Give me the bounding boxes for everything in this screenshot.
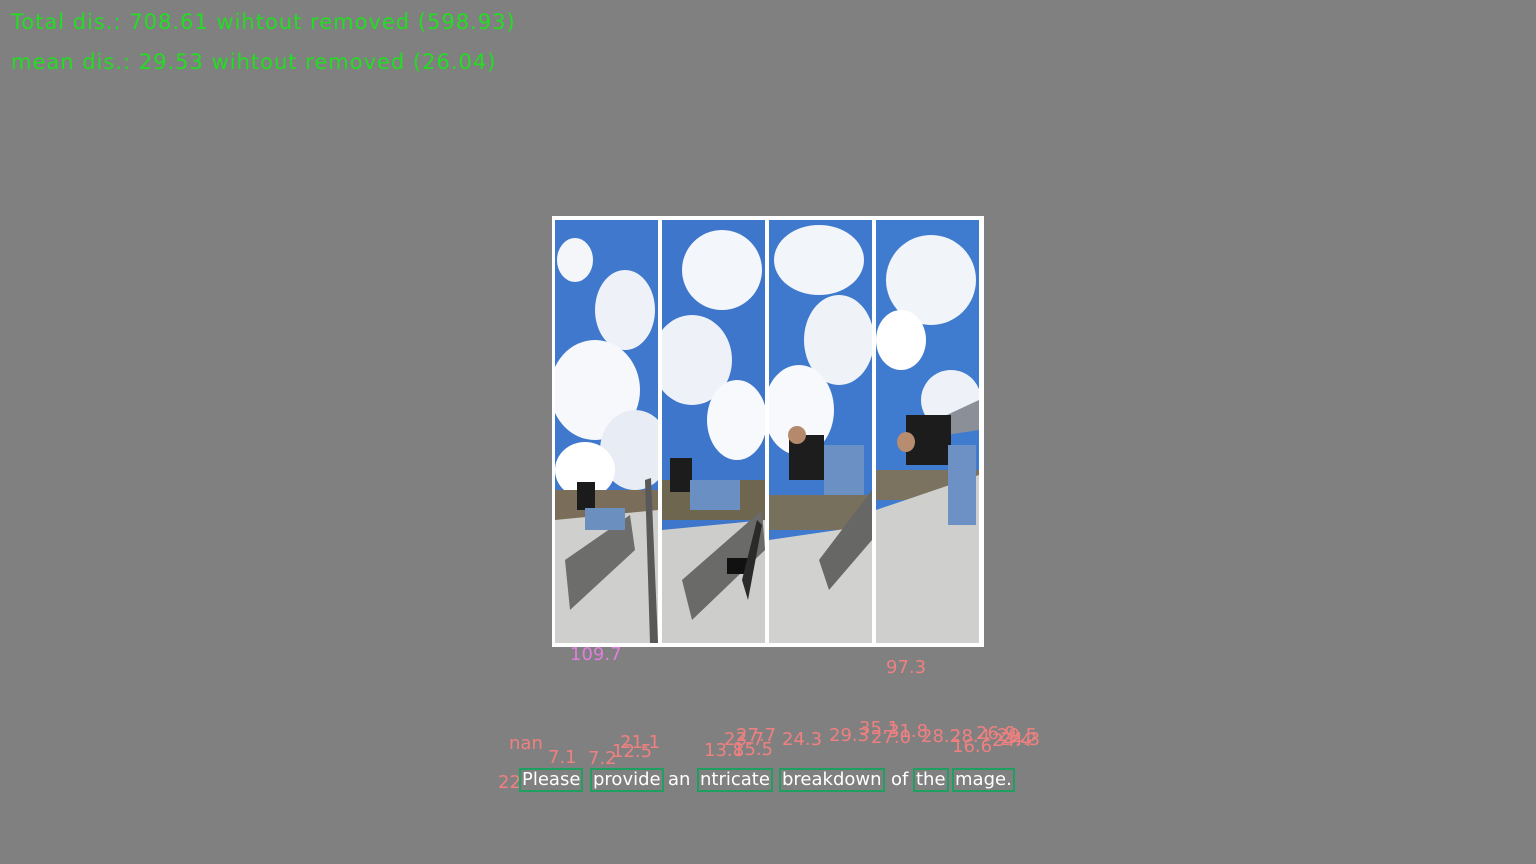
token-score: 29.5 — [997, 725, 1038, 746]
caption-word: mage. — [952, 768, 1015, 792]
photo-panel-3 — [769, 220, 872, 643]
photo-panel-4 — [876, 220, 979, 643]
caption-word: of — [891, 769, 909, 790]
token-score: 23.7 — [724, 729, 765, 750]
caption-word: provide — [590, 768, 664, 792]
token-score: 27.0 — [871, 727, 912, 748]
token-score: nan — [509, 733, 543, 754]
token-score: 28.4 — [950, 726, 991, 747]
token-score: 24.3 — [782, 729, 823, 750]
token-score: 7.2 — [588, 748, 617, 769]
image-score-right: 97.3 — [886, 657, 927, 678]
caption-word: ntricate — [697, 768, 773, 792]
token-score: 24.4 — [992, 730, 1033, 751]
token-score: 7.1 — [548, 747, 577, 768]
photo-panel-2 — [662, 220, 765, 643]
caption-word: an — [668, 769, 691, 790]
token-score: 21.1 — [620, 732, 661, 753]
token-score: 16.6 — [952, 736, 993, 757]
token-score: 35.1 — [859, 718, 900, 739]
token-score: 31.8 — [888, 721, 929, 742]
token-score: 12.5 — [612, 741, 653, 762]
image-score-left: 109.7 — [570, 644, 622, 665]
token-score: 24.3 — [1000, 729, 1041, 750]
skateboarder-photo-collage — [552, 216, 984, 647]
token-score: 27.7 — [736, 725, 777, 746]
caption-word: the — [913, 768, 949, 792]
photo-panel-1 — [555, 220, 658, 643]
token-score: 15.5 — [733, 739, 774, 760]
token-score: 22 — [498, 772, 521, 793]
token-score: 26.9 — [976, 723, 1017, 744]
total-distance-text: Total dis.: 708.61 wihtout removed (598.… — [11, 10, 516, 34]
token-score: 29.3 — [829, 725, 870, 746]
mean-distance-text: mean dis.: 29.53 wihtout removed (26.04) — [11, 50, 497, 74]
token-score: 28.2 — [921, 726, 962, 747]
caption-word: Please — [519, 768, 584, 792]
token-score: 13.8 — [704, 740, 745, 761]
caption-word: breakdown — [779, 768, 885, 792]
